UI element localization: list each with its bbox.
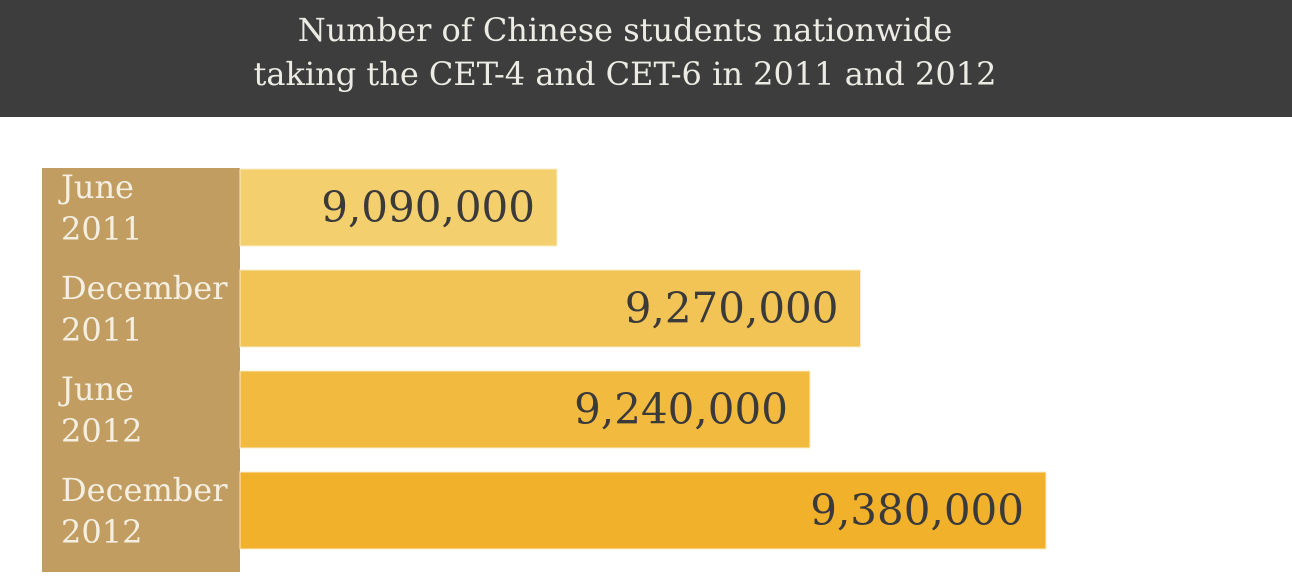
chart-title-line-1: Number of Chinese students nationwide xyxy=(297,11,953,49)
category-label: June 2011 xyxy=(58,168,142,248)
bar-1 xyxy=(239,168,558,247)
bar-4 xyxy=(239,471,1047,550)
category-label: December 2012 xyxy=(61,471,228,551)
category-label: December 2011 xyxy=(61,269,228,349)
category-label: June 2012 xyxy=(58,370,142,450)
bar-2 xyxy=(239,269,862,348)
bar-3 xyxy=(239,370,811,449)
chart-title-line-2: taking the CET-4 and CET-6 in 2011 and 2… xyxy=(253,55,997,93)
bar-value-label: 9,090,000 xyxy=(321,183,535,232)
chart-title: Number of Chinese students nationwide ta… xyxy=(0,8,1250,96)
bar-value-label: 9,240,000 xyxy=(574,385,788,434)
category-label-column xyxy=(42,168,240,572)
title-banner: Number of Chinese students nationwide ta… xyxy=(0,0,1292,117)
bar-value-label: 9,270,000 xyxy=(625,284,839,333)
bar-value-label: 9,380,000 xyxy=(810,486,1024,535)
